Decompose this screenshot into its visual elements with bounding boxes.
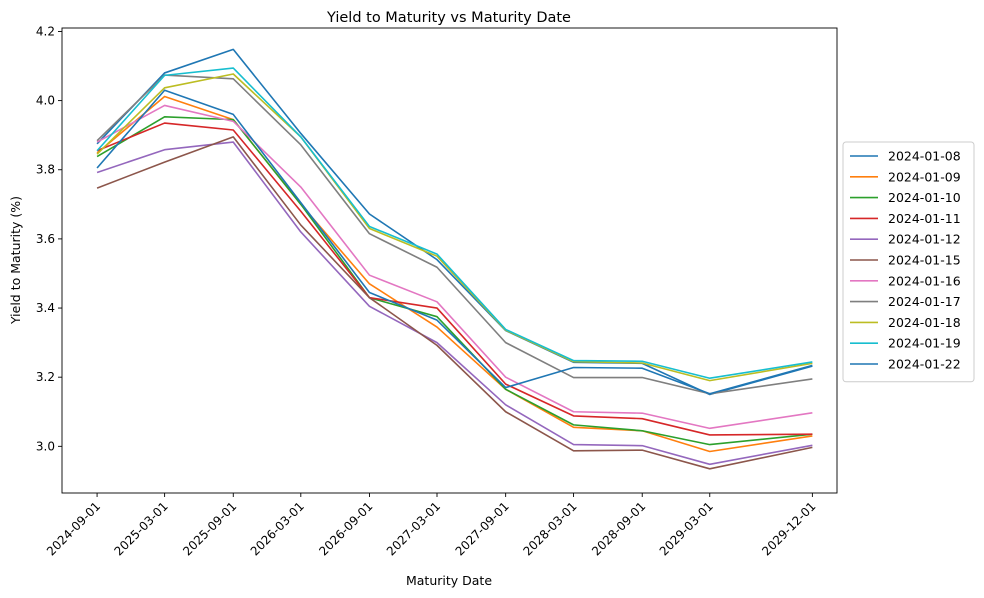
legend-label: 2024-01-09 bbox=[888, 169, 961, 184]
x-tick-label: 2029-12-01 bbox=[759, 499, 818, 558]
chart-title: Yield to Maturity vs Maturity Date bbox=[326, 10, 571, 26]
y-axis: 3.0 3.2 3.4 3.6 3.8 4.0 4.2 bbox=[36, 24, 62, 453]
series-line-2024-01-16 bbox=[96, 104, 813, 430]
legend-label: 2024-01-11 bbox=[888, 211, 961, 226]
x-tick-label: 2024-09-01 bbox=[44, 499, 103, 558]
legend-label: 2024-01-17 bbox=[888, 294, 961, 309]
y-tick-label: 3.8 bbox=[36, 163, 55, 177]
series-line-2024-01-18 bbox=[96, 73, 813, 382]
x-tick-label: 2025-03-01 bbox=[112, 499, 171, 558]
y-tick-label: 3.0 bbox=[36, 439, 55, 453]
x-tick-label: 2026-03-01 bbox=[248, 499, 307, 558]
x-tick-label: 2025-09-01 bbox=[180, 499, 239, 558]
legend-label: 2024-01-19 bbox=[888, 336, 961, 351]
y-tick-label: 4.2 bbox=[36, 24, 55, 38]
series-line-2024-01-11 bbox=[96, 122, 813, 436]
x-tick-label: 2027-03-01 bbox=[384, 499, 443, 558]
legend-label: 2024-01-15 bbox=[888, 253, 961, 268]
x-tick-label: 2028-03-01 bbox=[520, 499, 579, 558]
legend-label: 2024-01-16 bbox=[888, 273, 961, 288]
x-tick-label: 2026-09-01 bbox=[316, 499, 375, 558]
series-line-2024-01-10 bbox=[96, 116, 813, 446]
legend-label: 2024-01-18 bbox=[888, 315, 961, 330]
y-tick-label: 3.2 bbox=[36, 370, 55, 384]
series-line-2024-01-08 bbox=[96, 48, 813, 396]
legend-label: 2024-01-12 bbox=[888, 232, 961, 247]
series-line-2024-01-22 bbox=[96, 89, 813, 395]
series-line-2024-01-17 bbox=[96, 74, 813, 395]
y-axis-label: Yield to Maturity (%) bbox=[8, 196, 23, 325]
series-line-2024-01-15 bbox=[96, 136, 813, 470]
y-tick-label: 3.6 bbox=[36, 232, 55, 246]
x-tick-label: 2027-09-01 bbox=[453, 499, 512, 558]
legend: 2024-01-08 2024-01-09 2024-01-10 2024-01-11… bbox=[842, 141, 975, 383]
series-line-2024-01-09 bbox=[96, 95, 813, 453]
plot-area bbox=[61, 27, 838, 494]
series-lines bbox=[96, 48, 813, 470]
y-tick-label: 4.0 bbox=[36, 94, 55, 108]
x-tick-label: 2029-03-01 bbox=[657, 499, 716, 558]
legend-label: 2024-01-22 bbox=[888, 357, 961, 372]
series-line-2024-01-12 bbox=[96, 141, 813, 466]
legend-label: 2024-01-08 bbox=[888, 149, 961, 164]
x-tick-label: 2028-09-01 bbox=[589, 499, 648, 558]
x-axis: 2024-09-01 2025-03-01 2025-09-01 2026-03-01… bbox=[44, 493, 818, 558]
y-tick-label: 3.4 bbox=[36, 301, 55, 315]
legend-label: 2024-01-10 bbox=[888, 190, 961, 205]
x-axis-label: Maturity Date bbox=[406, 573, 492, 588]
series-line-2024-01-19 bbox=[96, 67, 813, 380]
